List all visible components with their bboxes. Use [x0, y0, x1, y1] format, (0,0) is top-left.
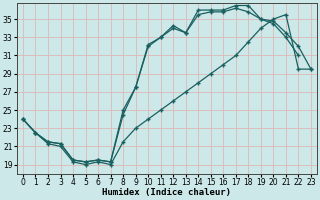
X-axis label: Humidex (Indice chaleur): Humidex (Indice chaleur): [102, 188, 231, 197]
